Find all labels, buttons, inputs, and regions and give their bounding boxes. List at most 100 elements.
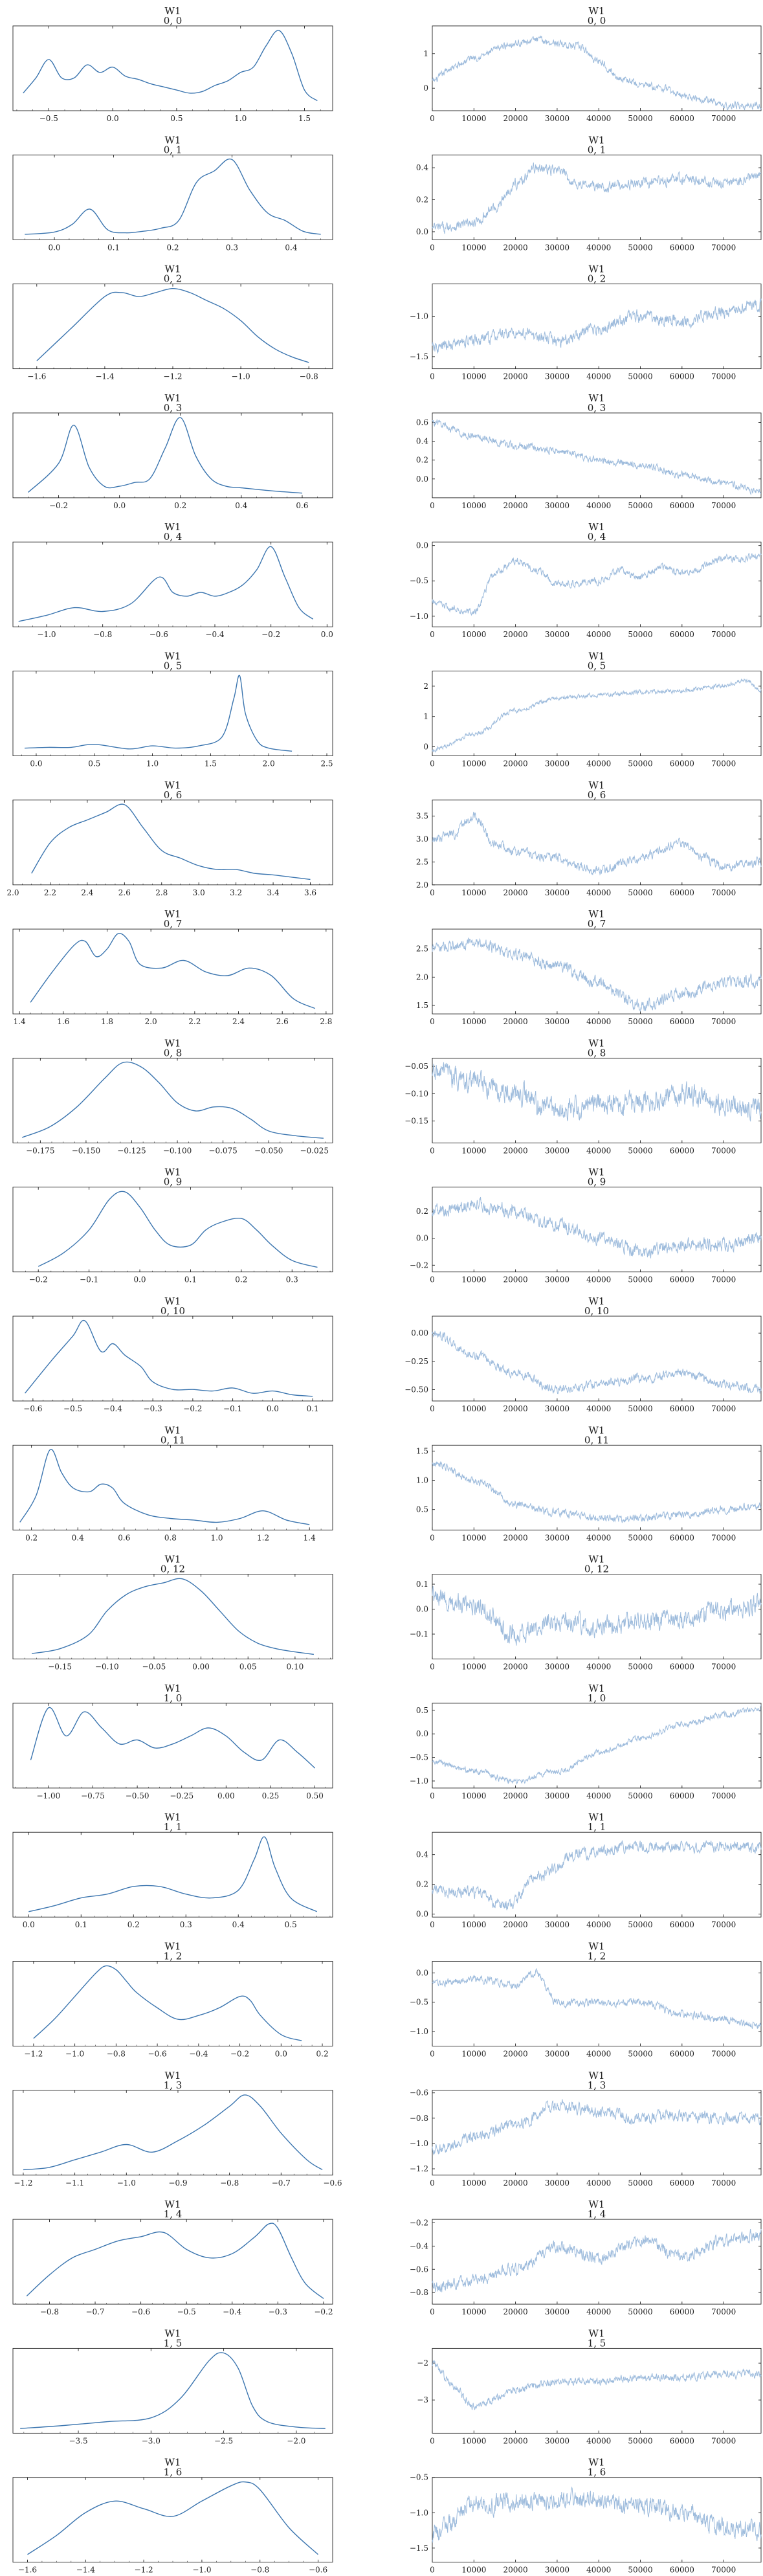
x-tick-label: −0.5 bbox=[177, 2307, 196, 2316]
y-tick-label: −0.5 bbox=[410, 1998, 428, 2007]
x-tick-label: 70000 bbox=[711, 1404, 736, 1413]
trace-line bbox=[432, 1705, 762, 1785]
x-tick-label: 70000 bbox=[711, 1791, 736, 1800]
x-tick-label: −2.5 bbox=[214, 2436, 233, 2445]
x-tick-label: 0 bbox=[430, 1533, 435, 1542]
x-tick-label: 2.0 bbox=[263, 759, 275, 768]
axes-frame bbox=[12, 1703, 333, 1789]
x-tick-label: 0 bbox=[430, 888, 435, 897]
x-tick-label: 0.00 bbox=[192, 1663, 210, 1672]
panel-subtitle: 1, 1 bbox=[164, 1821, 182, 1833]
panel-title: W1 bbox=[165, 1554, 181, 1565]
panel-title: W1 bbox=[165, 392, 181, 404]
axes-frame bbox=[12, 2347, 333, 2434]
kde-line bbox=[21, 1061, 324, 1139]
x-tick-label: 0.2 bbox=[127, 1920, 140, 1929]
x-tick-label: 20000 bbox=[503, 372, 528, 381]
x-tick-label: 60000 bbox=[670, 2050, 694, 2059]
y-tick-label: 0.0 bbox=[416, 1910, 428, 1919]
trace-panel-trace-0-4: W10, 4 0 10000 20000 30000 40000 50000 60000 700… bbox=[410, 521, 762, 639]
trace-panel-trace-0-9: W10, 9 0 10000 20000 30000 40000 50000 60000 700… bbox=[410, 1167, 762, 1284]
x-tick-label: 10000 bbox=[461, 888, 486, 897]
y-tick-label: 0.4 bbox=[416, 163, 428, 172]
x-tick-label: 20000 bbox=[503, 2307, 528, 2316]
y-tick-label: 0.2 bbox=[416, 196, 428, 205]
panel-title: W1 bbox=[165, 908, 181, 920]
x-tick-label: 10000 bbox=[461, 501, 486, 510]
x-tick-label: 60000 bbox=[670, 2178, 694, 2188]
x-tick-label: 50000 bbox=[628, 501, 652, 510]
panel-subtitle: 0, 6 bbox=[164, 789, 182, 801]
x-tick-label: 30000 bbox=[545, 2307, 569, 2316]
trace-line bbox=[432, 811, 762, 876]
x-tick-label: −0.125 bbox=[117, 1146, 146, 1155]
x-tick-label: 50000 bbox=[628, 372, 652, 381]
trace-panel-trace-0-5: W10, 5 0 10000 20000 30000 40000 50000 60000 700… bbox=[423, 651, 762, 768]
panel-title: W1 bbox=[165, 1811, 181, 1823]
y-tick-label: −1.0 bbox=[410, 1776, 428, 1786]
axes-frame bbox=[12, 1316, 333, 1402]
axes-frame bbox=[432, 1961, 762, 2046]
trace-line bbox=[432, 1585, 762, 1646]
y-tick-label: 0.0 bbox=[416, 1729, 428, 1738]
x-tick-label: −0.6 bbox=[23, 1404, 42, 1413]
axes-frame bbox=[432, 1057, 762, 1143]
axes-frame bbox=[12, 154, 333, 240]
x-tick-label: −1.4 bbox=[95, 372, 115, 381]
x-tick-label: 0.6 bbox=[296, 501, 308, 510]
y-tick-label: −0.2 bbox=[410, 2218, 428, 2227]
x-tick-label: 20000 bbox=[503, 1275, 528, 1284]
x-tick-label: 10000 bbox=[461, 1663, 486, 1672]
y-tick-label: 1.0 bbox=[416, 1476, 428, 1485]
y-tick-label: 1.5 bbox=[416, 1001, 428, 1010]
x-tick-label: 0.00 bbox=[217, 1791, 235, 1800]
axes-frame bbox=[432, 284, 762, 370]
x-tick-label: 50000 bbox=[628, 888, 652, 897]
x-tick-label: 0 bbox=[430, 372, 435, 381]
axes-frame bbox=[432, 2219, 762, 2305]
x-tick-label: 0.0 bbox=[30, 759, 42, 768]
x-tick-label: 10000 bbox=[461, 114, 486, 123]
x-tick-label: 0 bbox=[430, 1663, 435, 1672]
trace-line bbox=[432, 937, 762, 1012]
y-tick-label: 1 bbox=[423, 712, 428, 721]
x-tick-label: 0.0 bbox=[48, 243, 60, 252]
x-tick-label: 1.0 bbox=[234, 114, 247, 123]
trace-line bbox=[432, 2360, 762, 2410]
panel-subtitle: 0, 4 bbox=[588, 531, 606, 543]
x-tick-label: 10000 bbox=[461, 2178, 486, 2188]
trace-line bbox=[432, 552, 762, 616]
panel-title: W1 bbox=[589, 651, 605, 662]
panel-title: W1 bbox=[589, 1941, 605, 1953]
x-tick-label: 40000 bbox=[586, 630, 611, 639]
x-tick-label: 70000 bbox=[711, 759, 736, 768]
x-tick-label: 30000 bbox=[545, 1663, 569, 1672]
panel-subtitle: 0, 9 bbox=[588, 1176, 606, 1188]
x-tick-label: 2.6 bbox=[118, 888, 131, 897]
x-tick-label: 0.2 bbox=[174, 501, 186, 510]
axes-frame bbox=[432, 154, 762, 240]
x-tick-label: 40000 bbox=[586, 2566, 611, 2575]
axes-frame bbox=[432, 25, 762, 111]
panel-title: W1 bbox=[165, 1424, 181, 1436]
x-tick-label: 0.4 bbox=[235, 501, 247, 510]
x-tick-label: 2.8 bbox=[155, 888, 168, 897]
x-tick-label: 30000 bbox=[545, 1017, 569, 1026]
kde-panel-kde-0-6: W10, 6 2.0 2.2 2.4 2.6 2.8 3.0 3.2 3.4 3.6 bbox=[6, 779, 333, 897]
x-tick-label: −0.2 bbox=[183, 1404, 202, 1413]
kde-panel-kde-1-3: W11, 3 −1.2 −1.1 −1.0 −0.9 −0.8 −0.7 −0.6 bbox=[12, 2070, 342, 2188]
x-tick-label: 10000 bbox=[461, 1404, 486, 1413]
panel-title: W1 bbox=[589, 2457, 605, 2469]
x-tick-label: 30000 bbox=[545, 1533, 569, 1542]
x-tick-label: 40000 bbox=[586, 2307, 611, 2316]
axes-frame bbox=[12, 25, 333, 111]
x-tick-label: 70000 bbox=[711, 501, 736, 510]
x-tick-label: 40000 bbox=[586, 1017, 611, 1026]
x-tick-label: −0.2 bbox=[49, 501, 68, 510]
trace-line bbox=[432, 2486, 762, 2543]
panel-title: W1 bbox=[589, 134, 605, 146]
trace-line bbox=[432, 2099, 762, 2156]
x-tick-label: 20000 bbox=[503, 2050, 528, 2059]
y-tick-label: −0.50 bbox=[404, 1385, 428, 1394]
y-tick-label: −1.0 bbox=[410, 2027, 428, 2036]
